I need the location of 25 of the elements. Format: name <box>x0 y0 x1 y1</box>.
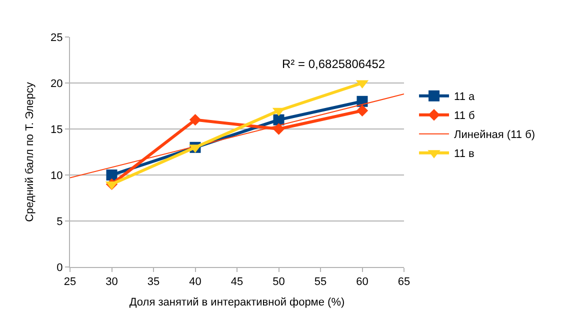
legend-label: 11 б <box>454 110 475 122</box>
x-tick-label: 60 <box>356 276 368 288</box>
y-tick-label: 10 <box>50 170 63 182</box>
x-axis-title: Доля занятий в интерактивной форме (%) <box>129 296 345 308</box>
annotation: R² = 0,6825806452 <box>282 57 386 71</box>
legend-label: Линейная (11 б) <box>454 129 536 142</box>
y-tick-label: 25 <box>50 32 63 44</box>
point <box>272 123 285 135</box>
y-tick-label: 0 <box>56 262 63 274</box>
legend-label: 11 а <box>454 91 476 104</box>
x-tick-label: 30 <box>106 276 118 288</box>
x-tick-label: 35 <box>147 276 160 288</box>
point <box>106 170 118 180</box>
y-tick-label: 20 <box>50 78 63 90</box>
y-tick-label: 5 <box>56 216 63 228</box>
legend-label: 11 в <box>454 148 474 160</box>
point <box>356 104 368 116</box>
x-tick-label: 50 <box>272 276 285 288</box>
x-tick-label: 65 <box>398 276 410 288</box>
y-tick-label: 15 <box>50 124 63 136</box>
y-axis-title: Средний балл по Т. Элерсу <box>24 82 36 222</box>
point <box>189 114 202 126</box>
x-tick-label: 45 <box>230 276 244 288</box>
x-tick-label: 55 <box>314 276 327 288</box>
x-tick-label: 40 <box>189 276 202 288</box>
